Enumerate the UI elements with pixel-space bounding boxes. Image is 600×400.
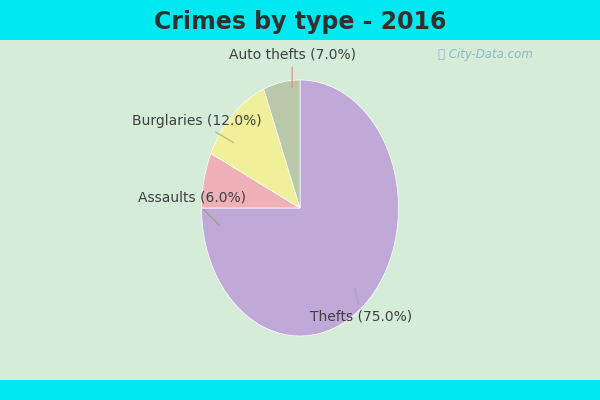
Text: Crimes by type - 2016: Crimes by type - 2016	[154, 10, 446, 34]
Text: ⓘ City-Data.com: ⓘ City-Data.com	[438, 48, 533, 61]
Wedge shape	[264, 80, 300, 208]
Wedge shape	[202, 80, 398, 336]
Wedge shape	[211, 89, 300, 208]
Wedge shape	[202, 154, 300, 208]
Text: Burglaries (12.0%): Burglaries (12.0%)	[132, 114, 262, 142]
Text: Auto thefts (7.0%): Auto thefts (7.0%)	[229, 47, 356, 88]
Text: Assaults (6.0%): Assaults (6.0%)	[137, 191, 245, 225]
Text: Thefts (75.0%): Thefts (75.0%)	[310, 288, 412, 324]
